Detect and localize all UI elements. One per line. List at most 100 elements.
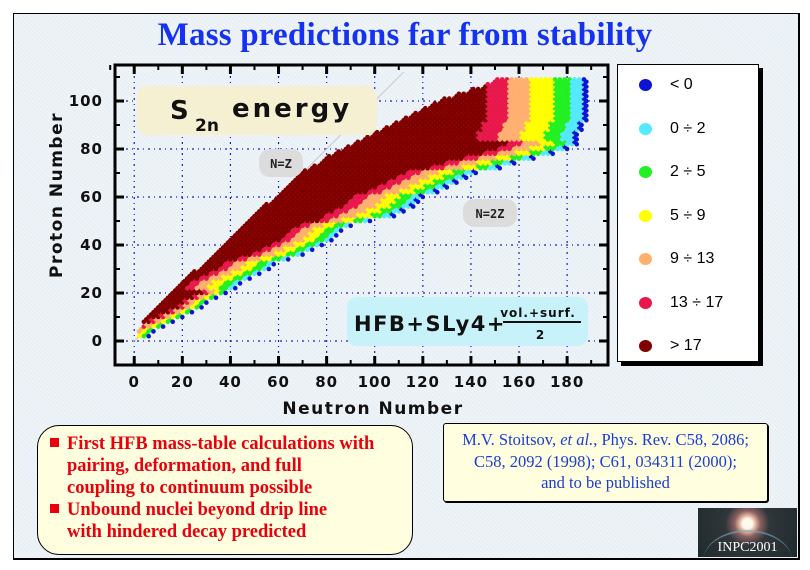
legend-label: 9 ÷ 13 [670,250,715,267]
nucleus-point [213,295,219,301]
legend-label: 2 ÷ 5 [670,163,706,180]
nucleus-point [584,89,589,94]
svg-text:N=2Z: N=2Z [476,207,505,221]
nucleus-point [584,117,589,123]
nucleus-point [333,233,339,238]
nucleus-point [329,237,334,243]
nucleus-point [151,329,156,334]
nucleus-point [401,209,406,214]
nucleus-point [579,127,584,133]
nucleus-point [199,305,204,310]
legend-item: 9 ÷ 13 [618,249,758,269]
nucleus-point [434,189,440,195]
legend-label: 5 ÷ 9 [670,206,706,224]
title-main: S [170,96,191,126]
legend-dot-icon [639,79,652,91]
nucleus-point [584,103,589,109]
nucleus-point [300,252,305,257]
legend: < 0 0 ÷ 2 2 ÷ 5 5 ÷ 9 9 ÷ 13 13 ÷ 17 > 17 [617,64,759,362]
annotation-n-equals-z: N=Z [259,149,303,177]
x-tick-label: 60 [267,373,290,391]
model-formula-box: HFB+SLy4+ vol.+surf. 2 [347,297,588,346]
nucleus-point [584,113,589,118]
nucleus-point [223,290,228,296]
nucleus-point [146,333,151,339]
nucleus-point [473,170,479,176]
nucleus-point [271,261,277,267]
nucleus-point [511,161,517,166]
model-formula-denominator: 2 [536,328,544,342]
nucleus-point [463,175,469,181]
legend-label: 13 ÷ 17 [670,293,724,311]
legend-item: 2 ÷ 5 [618,162,758,182]
x-tick-label: 140 [454,373,488,391]
planet-horizon-icon [703,530,792,557]
model-formula-numerator: vol.+surf. [500,306,576,320]
nucleus-point [579,122,584,128]
nucleus-point [391,213,397,219]
nucleus-point [497,165,503,171]
y-tick-label: 60 [80,188,103,206]
legend-dot-icon [639,122,652,135]
x-tick-label: 0 [129,373,140,391]
nucleus-point [319,242,325,248]
nucleus-point [232,285,238,291]
legend-item: > 17 [618,336,758,356]
nucleus-point [420,194,426,200]
legend-item: 13 ÷ 17 [618,293,758,313]
nucleus-point [266,266,272,272]
slide-title: Mass predictions far from stability [157,17,653,53]
legend-label: < 0 [670,76,693,93]
nuclei-points [136,77,589,339]
legend-dot-icon [639,166,652,178]
nucleus-point [531,156,536,161]
nucleus-point [285,257,291,262]
nucleus-point [584,108,589,113]
y-tick-label: 0 [92,332,103,350]
title-box: S 2n energy [137,86,377,136]
nucleus-point [584,98,589,104]
reference-line-1: M.V. Stoitsov, et al., Phys. Rev. C58, 2… [462,430,749,449]
legend-dot-icon [639,296,652,309]
axis-ticks [109,65,608,366]
legend-label: > 17 [670,337,702,354]
conference-logo: INPC2001 [698,508,797,557]
legend-dot-icon [639,253,652,265]
legend-dot-icon [639,209,652,222]
nucleus-point [415,199,421,205]
model-formula-main: HFB+SLy4+ [354,312,506,336]
nucleus-point [584,93,589,99]
nucleus-point [574,141,580,147]
legend-dot-icon [639,340,652,352]
legend-item: < 0 [618,75,758,95]
y-axis-label: Proton Number [47,112,67,278]
bullet-box: First HFB mass-table calculations with p… [37,425,413,555]
nucleus-point [237,281,243,286]
nucleus-point [338,228,344,233]
nucleus-point [309,247,315,253]
nucleus-point [564,146,570,152]
bullet-square-icon [50,438,59,447]
nucleus-point [170,319,176,325]
nucleus-point [574,132,580,137]
nucleus-point [454,180,459,185]
title-rest: energy [232,94,352,124]
y-tick-label: 80 [80,140,103,158]
y-tick-label: 40 [80,236,103,254]
nucleus-point [550,151,555,157]
x-tick-label: 40 [219,373,242,391]
nucleus-point [189,309,195,315]
bullet-square-icon [50,504,59,513]
tick-labels: 0 20 40 60 80 100 120 140 160 180 0 20 40 60 80 100 [69,92,584,391]
title-subscript: 2n [195,116,219,136]
logo-text: INPC2001 [717,540,778,555]
nucleus-point [444,185,450,190]
x-tick-label: 120 [406,373,440,391]
nucleus-point [367,218,373,224]
x-tick-label: 80 [315,373,338,391]
reference-line-2: C58, 2092 (1998); C61, 034311 (2000); [474,452,737,471]
nucleus-point [256,271,262,277]
x-axis-label: Neutron Number [282,399,463,419]
bullet-item: First HFB mass-table calculations with p… [50,433,374,499]
x-tick-label: 100 [358,373,392,391]
